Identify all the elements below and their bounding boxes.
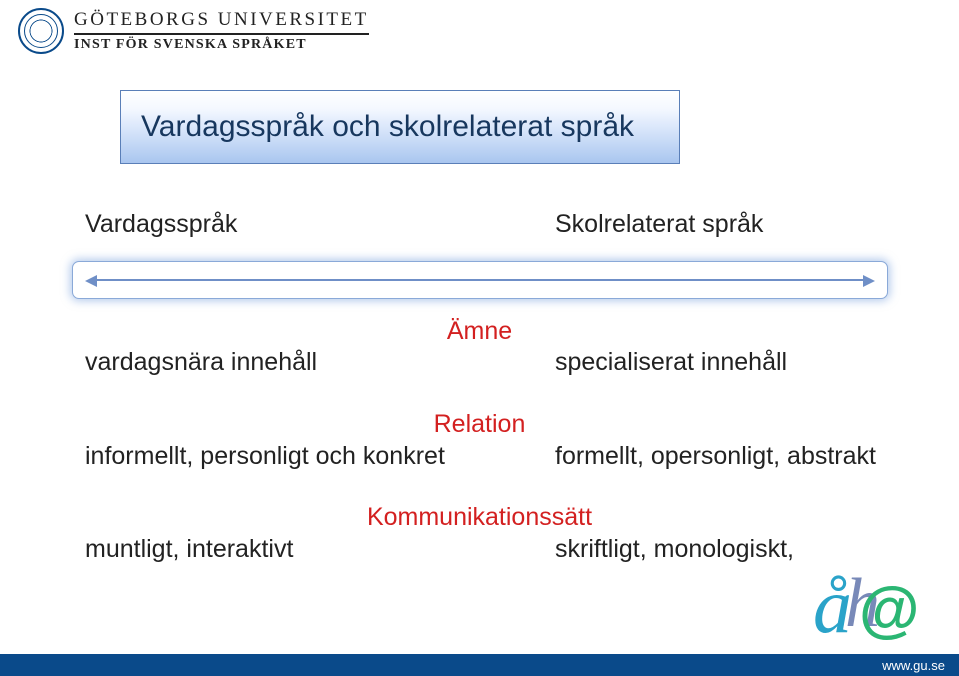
row-heading-amne: Ämne xyxy=(0,317,959,346)
svg-text:@: @ xyxy=(859,575,919,644)
continuum-arrow-box xyxy=(72,261,888,299)
slide-title-box: Vardagsspråk och skolrelaterat språk xyxy=(120,90,680,164)
left-value-relation: informellt, personligt och konkret xyxy=(85,442,445,471)
footer-url: www.gu.se xyxy=(882,658,945,673)
right-value-komm: skriftligt, monologiskt, xyxy=(555,535,794,564)
corner-logo-icon: h å @ xyxy=(809,560,929,646)
university-seal-icon xyxy=(18,8,64,54)
right-value-relation: formellt, opersonligt, abstrakt xyxy=(555,442,876,471)
university-logo-block: GÖTEBORGS UNIVERSITET INST FÖR SVENSKA S… xyxy=(18,8,369,54)
university-name: GÖTEBORGS UNIVERSITET INST FÖR SVENSKA S… xyxy=(74,10,369,53)
university-line2: INST FÖR SVENSKA SPRÅKET xyxy=(74,33,369,53)
left-value-komm: muntligt, interaktivt xyxy=(85,535,293,564)
footer-band: www.gu.se xyxy=(0,654,959,676)
row-heading-relation: Relation xyxy=(0,410,959,439)
svg-text:h: h xyxy=(845,565,880,642)
double-arrow-icon xyxy=(95,279,865,281)
slide-title: Vardagsspråk och skolrelaterat språk xyxy=(141,110,634,144)
right-column-header: Skolrelaterat språk xyxy=(555,210,763,239)
row-heading-komm: Kommunikationssätt xyxy=(0,503,959,532)
svg-text:å: å xyxy=(813,562,852,646)
university-line1: GÖTEBORGS UNIVERSITET xyxy=(74,10,369,30)
left-value-amne: vardagsnära innehåll xyxy=(85,348,317,377)
right-value-amne: specialiserat innehåll xyxy=(555,348,787,377)
left-column-header: Vardagsspråk xyxy=(85,210,237,239)
